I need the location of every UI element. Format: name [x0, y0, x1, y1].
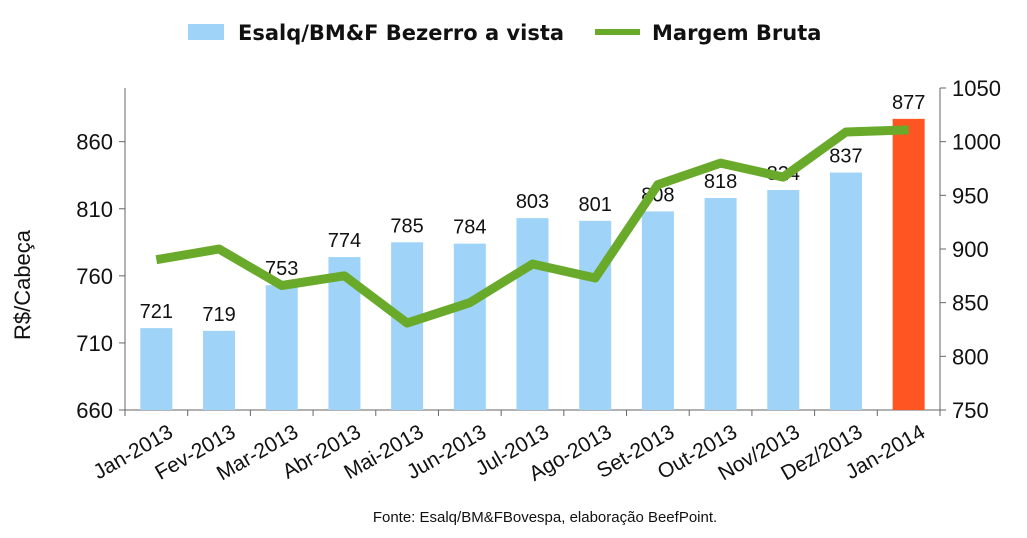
y-axis-label: R$/Cabeça [10, 229, 35, 340]
y-tick-label: 860 [76, 130, 113, 155]
x-axis-tick-labels: Jan-2013Fev-2013Mar-2013Abr-2013Mai-2013… [90, 420, 930, 486]
legend: Esalq/BM&F Bezerro a vista Margem Bruta [188, 21, 821, 45]
bar [203, 330, 236, 410]
bar-data-label: 837 [829, 146, 862, 168]
bar [641, 211, 674, 410]
axes: 660 710 760 810 860 750 800 850 900 950 1000 1050 [76, 76, 1001, 423]
bar-data-label: 803 [516, 191, 549, 213]
bar-data-label: 818 [704, 171, 737, 193]
y2-tick-label: 750 [952, 398, 989, 423]
legend-swatch-bars [188, 24, 224, 40]
bar-data-label: 721 [140, 301, 173, 323]
bar-data-label: 774 [328, 230, 361, 252]
margem-bruta-line [155, 125, 909, 328]
bar-data-label: 877 [892, 92, 925, 114]
y2-tick-label: 900 [952, 237, 989, 262]
y-tick-label: 710 [76, 331, 113, 356]
bar [704, 198, 737, 410]
line-series [155, 125, 909, 328]
bar [453, 243, 486, 410]
bar-data-label: 753 [265, 258, 298, 280]
legend-label-line: Margem Bruta [652, 21, 821, 45]
y2-tick-label: 1050 [952, 76, 1001, 101]
bar [767, 189, 800, 410]
bar [579, 220, 612, 410]
y2-tick-label: 800 [952, 344, 989, 369]
y2-tick-label: 950 [952, 183, 989, 208]
y-tick-label: 760 [76, 264, 113, 289]
source-note: Fonte: Esalq/BM&FBovespa, elaboração Bee… [373, 509, 717, 526]
legend-label-bars: Esalq/BM&F Bezerro a vista [238, 21, 564, 45]
bar-data-label: 785 [390, 215, 423, 237]
bar-data-label: 784 [453, 217, 486, 239]
y2-tick-label: 1000 [952, 130, 1001, 155]
bar [516, 218, 549, 410]
bar-data-label: 801 [579, 194, 612, 216]
bar-data-label: 719 [202, 304, 235, 326]
y-tick-label: 660 [76, 398, 113, 423]
y2-tick-label: 850 [952, 291, 989, 316]
bar [140, 328, 173, 410]
y-tick-label: 810 [76, 197, 113, 222]
bar [829, 172, 862, 410]
bar-series [140, 118, 925, 410]
bar [265, 285, 298, 410]
bar [892, 118, 925, 410]
